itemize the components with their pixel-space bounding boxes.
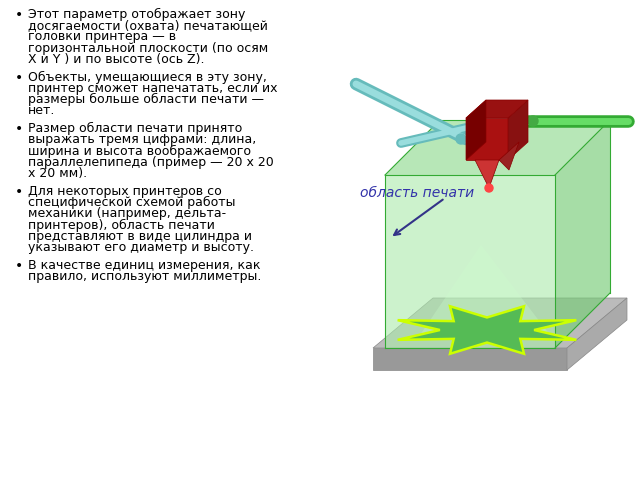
Polygon shape [499,142,519,170]
Text: Этот параметр отображает зону: Этот параметр отображает зону [28,8,245,21]
Polygon shape [555,120,610,348]
Circle shape [456,134,466,144]
Polygon shape [373,348,567,370]
Text: Размер области печати принято: Размер области печати принято [28,122,243,135]
Text: X и Y ) и по высоте (ось Z).: X и Y ) и по высоте (ось Z). [28,53,205,66]
Text: специфической схемой работы: специфической схемой работы [28,196,236,209]
Polygon shape [466,100,486,160]
Text: Для некоторых принтеров со: Для некоторых принтеров со [28,185,221,198]
Polygon shape [385,175,555,348]
Text: представляют в виде цилиндра и: представляют в виде цилиндра и [28,230,252,243]
Text: выражать тремя цифрами: длина,: выражать тремя цифрами: длина, [28,133,256,146]
Polygon shape [373,298,627,348]
Text: •: • [15,122,23,136]
Text: •: • [15,259,23,273]
Text: область печати: область печати [360,186,474,200]
Circle shape [485,184,493,192]
Text: •: • [15,185,23,199]
Polygon shape [475,160,499,188]
Text: нет.: нет. [28,104,56,117]
Text: принтеров), область печати: принтеров), область печати [28,218,215,232]
Text: механики (например, дельта-: механики (например, дельта- [28,207,226,220]
Text: В качестве единиц измерения, как: В качестве единиц измерения, как [28,259,260,272]
Polygon shape [466,118,508,160]
Polygon shape [508,100,528,160]
Text: размеры больше области печати —: размеры больше области печати — [28,93,264,106]
Text: принтер сможет напечатать, если их: принтер сможет напечатать, если их [28,82,278,95]
Text: ширина и высота воображаемого: ширина и высота воображаемого [28,144,251,158]
Polygon shape [397,306,577,354]
Polygon shape [466,100,528,118]
Circle shape [528,116,538,126]
Text: горизонтальной плоскости (по осям: горизонтальной плоскости (по осям [28,42,268,55]
Text: указывают его диаметр и высоту.: указывают его диаметр и высоту. [28,241,254,254]
Text: Объекты, умещающиеся в эту зону,: Объекты, умещающиеся в эту зону, [28,71,267,84]
Polygon shape [420,245,550,335]
Text: правило, используют миллиметры.: правило, используют миллиметры. [28,270,261,283]
Text: •: • [15,8,23,22]
Text: параллелепипеда (пример — 20 х 20: параллелепипеда (пример — 20 х 20 [28,156,274,169]
Text: досягаемости (охвата) печатающей: досягаемости (охвата) печатающей [28,19,268,32]
Text: головки принтера — в: головки принтера — в [28,30,176,43]
Polygon shape [385,120,610,175]
Text: •: • [15,71,23,84]
Polygon shape [567,298,627,370]
Text: х 20 мм).: х 20 мм). [28,167,87,180]
